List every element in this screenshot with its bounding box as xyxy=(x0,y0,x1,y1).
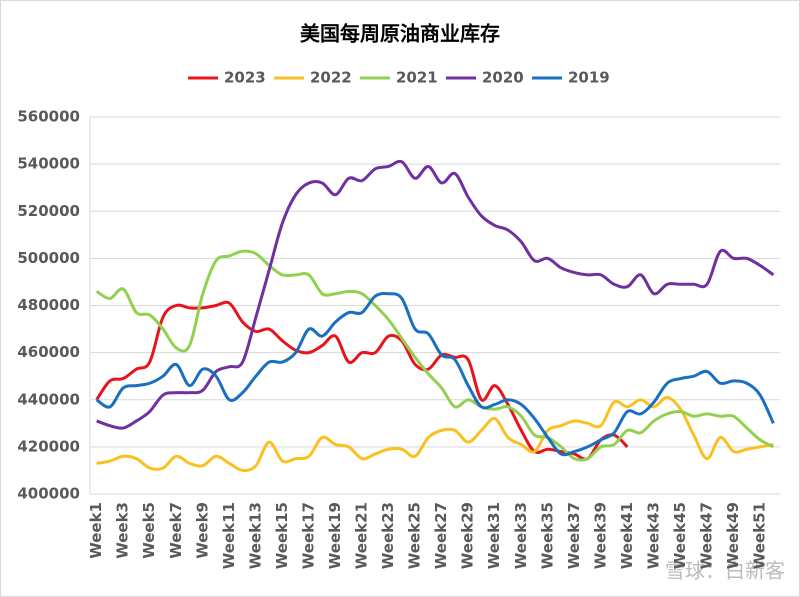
x-tick-label: Week13 xyxy=(246,502,264,569)
x-tick-label: Week41 xyxy=(618,502,636,569)
series-line xyxy=(96,159,775,430)
x-tick-label: Week9 xyxy=(193,502,211,559)
series-line xyxy=(96,395,774,473)
legend-label: 2019 xyxy=(568,69,610,87)
y-tick-label: 500000 xyxy=(17,249,80,267)
x-tick-label: Week37 xyxy=(565,502,583,569)
x-tick-label: Week27 xyxy=(432,502,450,569)
series-line xyxy=(95,291,775,457)
x-tick-label: Week49 xyxy=(724,502,742,569)
legend-label: 2020 xyxy=(482,69,524,87)
x-tick-label: Week39 xyxy=(591,502,609,569)
x-tick-label: Week47 xyxy=(698,502,716,569)
x-tick-label: Week19 xyxy=(326,502,344,569)
x-tick-label: Week11 xyxy=(220,502,238,569)
y-tick-label: 540000 xyxy=(17,155,80,173)
x-tick-label: Week33 xyxy=(512,502,530,569)
y-tick-label: 480000 xyxy=(17,296,80,314)
legend-label: 2021 xyxy=(396,69,438,87)
series-line xyxy=(95,300,629,461)
series-line xyxy=(95,249,775,462)
x-tick-label: Week35 xyxy=(538,502,556,569)
y-tick-label: 440000 xyxy=(17,390,80,408)
legend-label: 2022 xyxy=(310,69,352,87)
x-tick-label: Week21 xyxy=(353,502,371,569)
watermark: 雪球：白新客 xyxy=(665,559,785,583)
x-tick-label: Week31 xyxy=(485,502,503,569)
x-tick-label: Week5 xyxy=(140,502,158,559)
y-tick-label: 420000 xyxy=(17,437,80,455)
x-tick-label: Week1 xyxy=(87,502,105,559)
y-tick-label: 400000 xyxy=(17,485,80,503)
x-tick-label: Week7 xyxy=(167,502,185,559)
x-tick-label: Week15 xyxy=(273,502,291,569)
legend-label: 2023 xyxy=(224,69,266,87)
x-tick-label: Week3 xyxy=(114,502,132,559)
y-tick-label: 460000 xyxy=(17,343,80,361)
y-tick-label: 560000 xyxy=(17,108,80,126)
x-tick-label: Week51 xyxy=(751,502,769,569)
x-tick-label: Week17 xyxy=(299,502,317,569)
chart-title: 美国每周原油商业库存 xyxy=(300,22,500,46)
x-tick-label: Week25 xyxy=(406,502,424,569)
y-tick-label: 520000 xyxy=(17,202,80,220)
x-tick-label: Week29 xyxy=(459,502,477,569)
x-tick-label: Week23 xyxy=(379,502,397,569)
x-tick-label: Week45 xyxy=(671,502,689,569)
x-tick-label: Week43 xyxy=(644,502,662,569)
